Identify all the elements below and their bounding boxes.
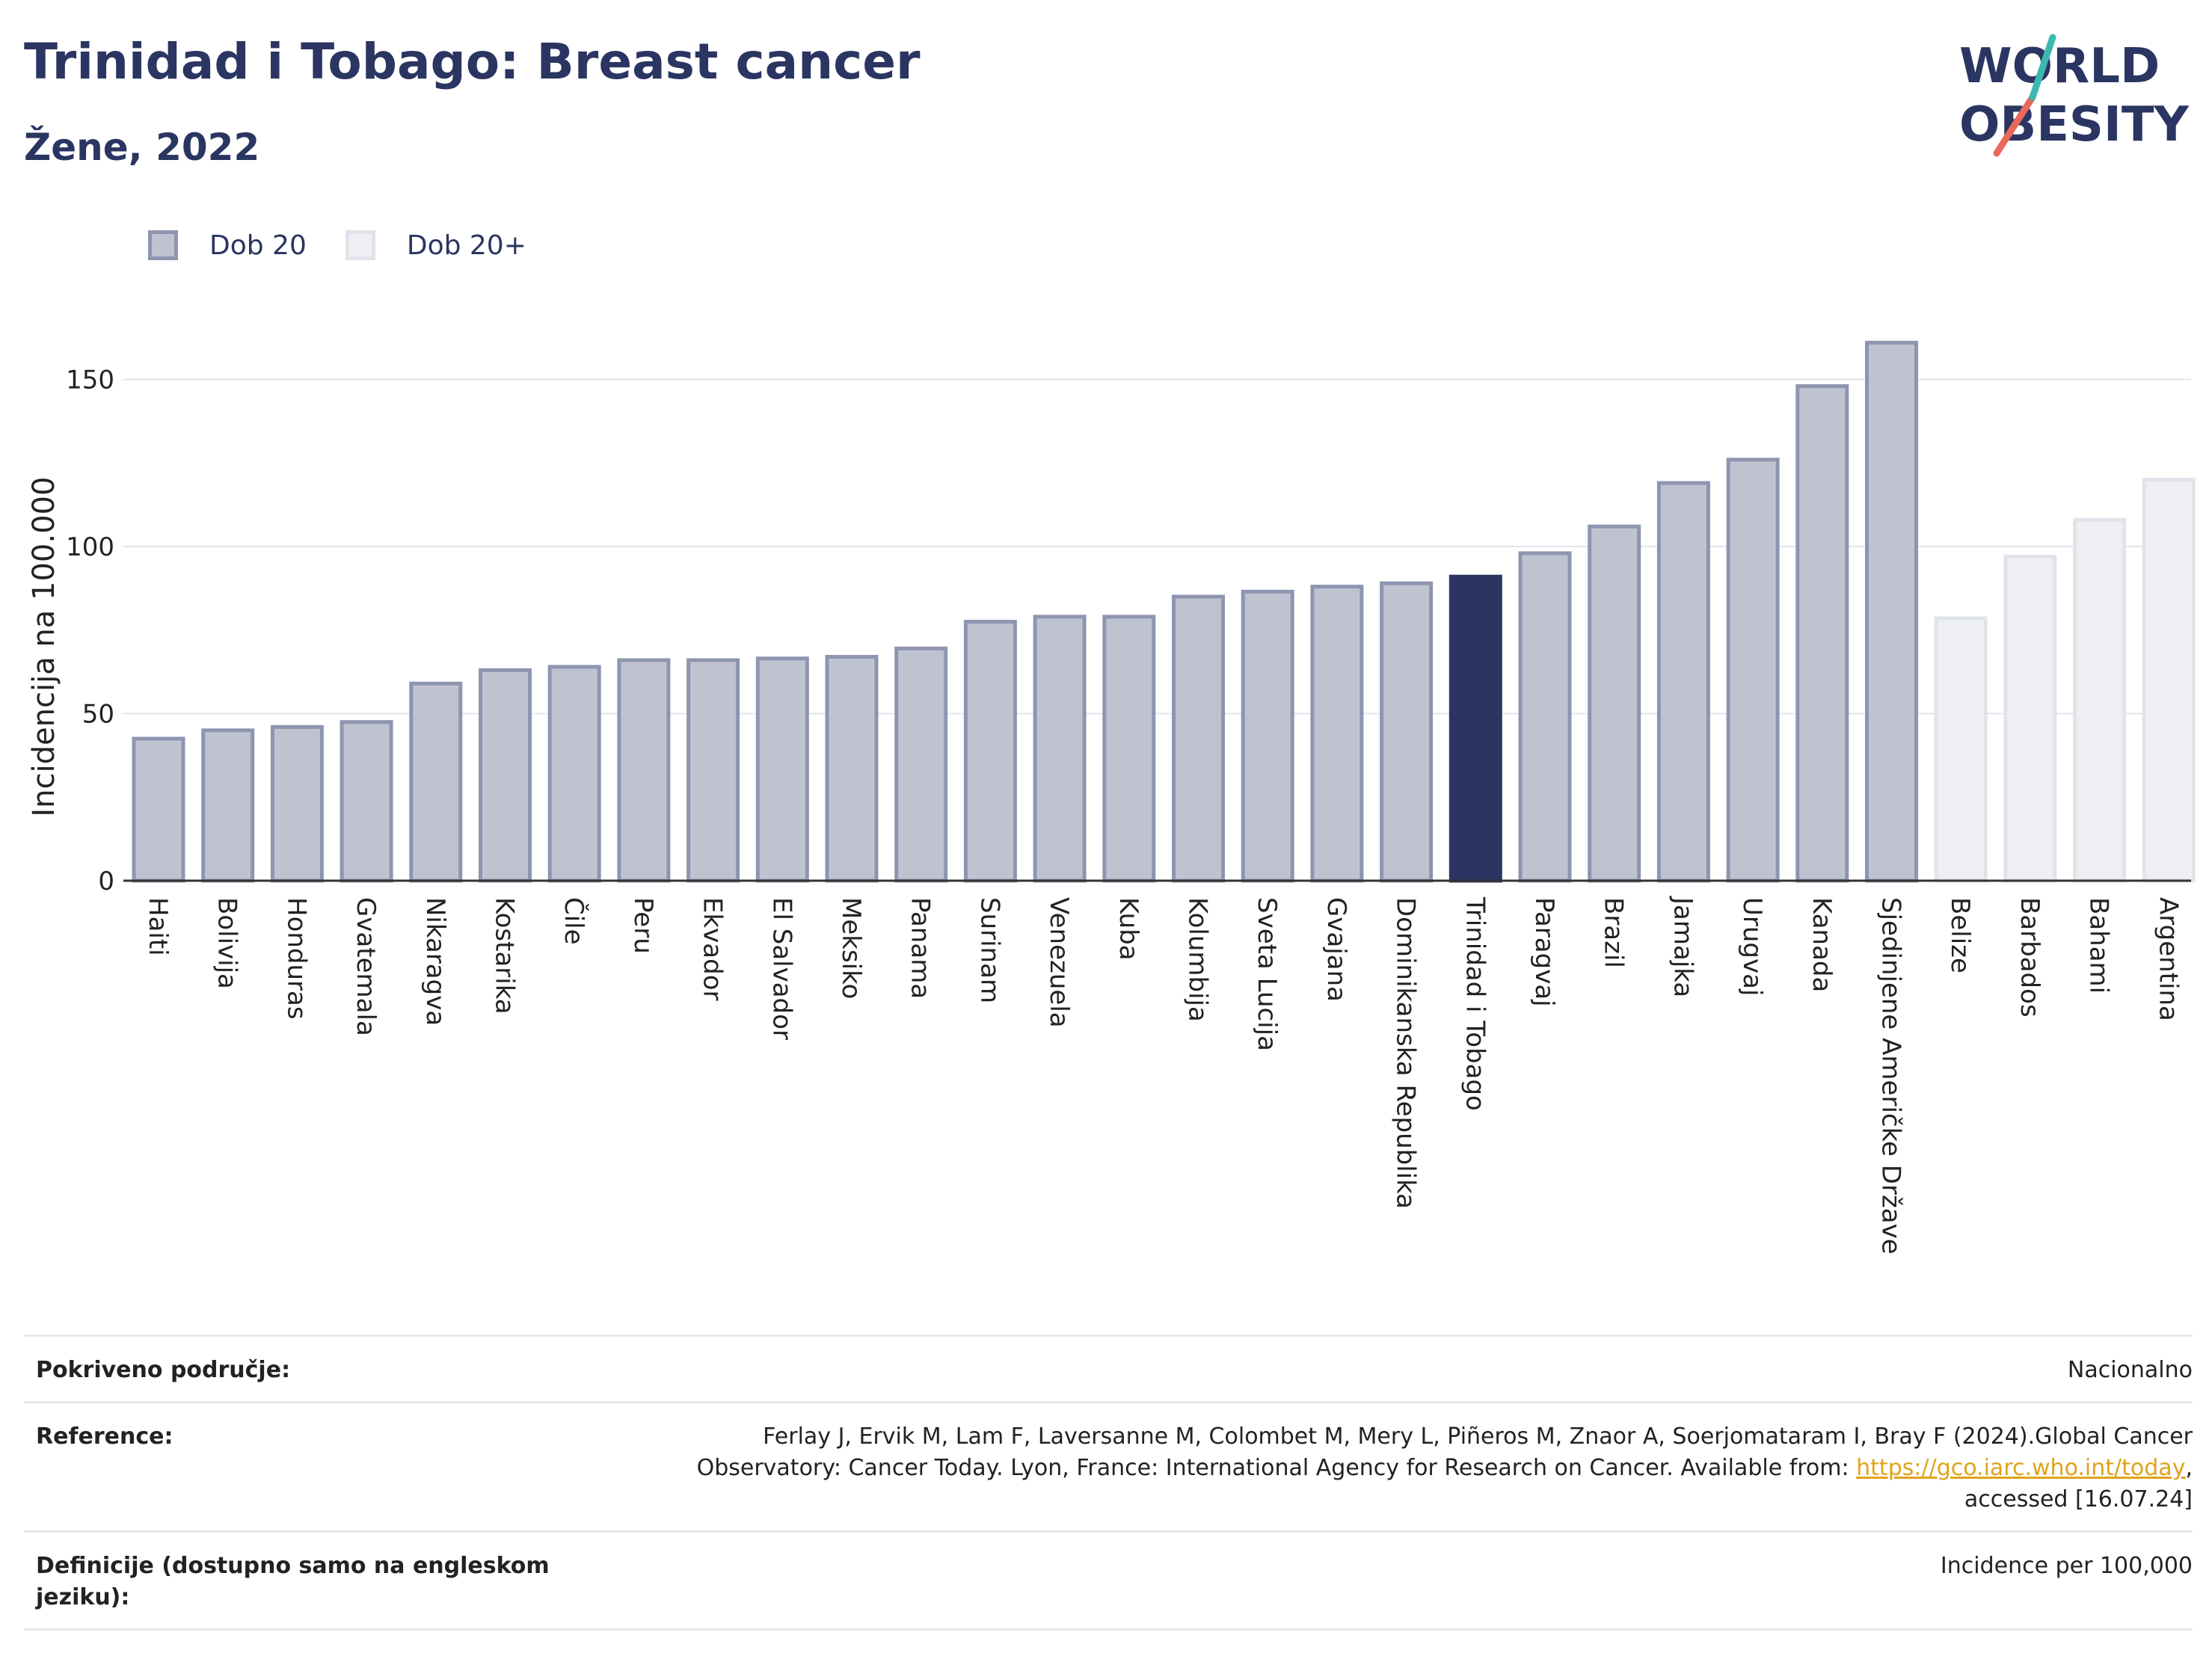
legend-label-dob-20: Dob 20 [209, 230, 307, 261]
bar[interactable] [894, 646, 948, 883]
x-tick-label: Gvatemala [351, 897, 381, 1036]
bar[interactable] [963, 620, 1017, 883]
coverage-row: Pokriveno područje: Nacionalno [24, 1335, 2193, 1401]
x-tick-label: Meksiko [836, 897, 866, 999]
bar[interactable] [1588, 524, 1641, 883]
reference-text-2: Observatory: Cancer Today. Lyon, France:… [696, 1455, 1857, 1481]
logo-line1: WORLD [1959, 39, 2160, 94]
x-tick-label: Sveta Lucija [1252, 897, 1282, 1051]
definitions-label: Definicije (dostupno samo na engleskom j… [36, 1553, 550, 1610]
x-tick-label: Kuba [1113, 897, 1143, 961]
definitions-value: Incidence per 100,000 [1940, 1553, 2193, 1579]
bar[interactable] [1865, 340, 1918, 883]
legend-swatch-dob-20-plus [345, 230, 375, 260]
x-tick-label: Urugvaj [1737, 897, 1767, 996]
x-tick-label: Gvajana [1321, 897, 1351, 1002]
legend-label-dob-20-plus: Dob 20+ [406, 230, 526, 261]
bar[interactable] [132, 736, 185, 883]
x-tick-label: Belize [1945, 897, 1975, 973]
x-tick-label: Jamajka [1668, 896, 1698, 997]
y-tick-label: 150 [66, 366, 114, 395]
x-tick-label: Peru [628, 897, 658, 954]
bar[interactable] [340, 720, 393, 883]
world-obesity-logo: WORLD OBESITY [1959, 34, 2189, 157]
bar[interactable] [1241, 589, 1294, 883]
bar[interactable] [1448, 574, 1502, 883]
bar[interactable] [755, 656, 809, 883]
legend-item-dob-20-plus[interactable]: Dob 20+ [345, 230, 526, 261]
x-tick-label: Argentina [2153, 897, 2183, 1021]
x-tick-label: Kanada [1807, 897, 1837, 992]
x-tick-label: Kolumbija [1183, 897, 1213, 1022]
x-tick-label: Bahami [2084, 897, 2114, 994]
y-tick-label: 50 [82, 700, 114, 730]
y-axis-label: Incidencija na 100.000 [27, 477, 61, 817]
y-tick-label: 100 [66, 532, 114, 562]
x-tick-label: Barbados [2015, 897, 2044, 1018]
legend-item-dob-20[interactable]: Dob 20 [148, 230, 307, 261]
x-tick-label: Paragvaj [1529, 897, 1559, 1007]
bar[interactable] [1656, 481, 1710, 883]
bar[interactable] [825, 655, 879, 883]
y-tick-label: 0 [98, 867, 114, 896]
reference-text-3: , [2185, 1455, 2193, 1481]
coverage-label: Pokriveno područje: [36, 1357, 291, 1383]
bar[interactable] [2142, 478, 2196, 883]
x-tick-label: Ekvador [698, 897, 728, 1001]
bar[interactable] [1033, 615, 1087, 883]
x-tick-label: Venezuela [1044, 897, 1074, 1028]
bar-chart: 0 50 100 150 Incidencija na 100.000 Haiti Boli… [27, 340, 2196, 1255]
reference-text-4: accessed [16.07.24] [1964, 1486, 2193, 1512]
bar[interactable] [1518, 551, 1572, 883]
bar[interactable] [1934, 616, 1988, 883]
bar[interactable] [270, 724, 324, 883]
x-tick-label: Sjedinjene Američke Države [1876, 897, 1906, 1255]
x-tick-label: Brazil [1599, 897, 1629, 968]
legend-swatch-dob-20 [148, 230, 178, 260]
bar[interactable] [1380, 581, 1434, 883]
x-tick-label: Kostarika [490, 897, 520, 1015]
x-tick-label: Nikaragva [420, 897, 450, 1026]
metadata-table: Pokriveno područje: Nacionalno Reference… [24, 1335, 2193, 1631]
bar[interactable] [617, 658, 671, 883]
x-tick-label: Panama [906, 897, 936, 999]
bar[interactable] [1726, 458, 1780, 883]
legend: Dob 20 Dob 20+ [148, 223, 565, 268]
bar[interactable] [201, 728, 255, 883]
bar[interactable] [479, 668, 532, 883]
x-tick-label: El Salvador [766, 897, 796, 1040]
x-tick-label: Dominikanska Republika [1391, 897, 1421, 1209]
reference-row: Reference: Ferlay J, Ervik M, Lam F, Lav… [24, 1401, 2193, 1530]
reference-link[interactable]: https://gco.iarc.who.int/today [1856, 1455, 2186, 1481]
x-tick-label: Bolivija [212, 897, 242, 989]
x-tick-label: Haiti [143, 897, 173, 956]
x-tick-label: Trinidad i Tobago [1460, 896, 1490, 1111]
bar[interactable] [686, 658, 740, 883]
bar[interactable] [1795, 384, 1849, 883]
bar[interactable] [2073, 517, 2127, 883]
bar[interactable] [2003, 554, 2057, 883]
bar[interactable] [1172, 594, 1225, 883]
bar[interactable] [547, 665, 601, 883]
x-tick-label: Surinam [974, 897, 1004, 1003]
chart-title: Trinidad i Tobago: Breast cancer [24, 33, 921, 90]
reference-label: Reference: [36, 1423, 173, 1450]
definitions-row: Definicije (dostupno samo na engleskom j… [24, 1530, 2193, 1631]
x-tick-label: Honduras [281, 897, 311, 1020]
logo-line2: OBESITY [1959, 97, 2189, 153]
reference-text-1: Ferlay J, Ervik M, Lam F, Laversanne M, … [763, 1423, 2193, 1450]
reference-value: Ferlay J, Ervik M, Lam F, Laversanne M, … [585, 1421, 2193, 1515]
x-tick-label: Čile [559, 897, 589, 945]
coverage-value: Nacionalno [2067, 1357, 2193, 1383]
bar[interactable] [1310, 585, 1364, 883]
bar[interactable] [1102, 615, 1156, 883]
chart-subtitle: Žene, 2022 [24, 126, 260, 169]
bar[interactable] [409, 681, 463, 883]
